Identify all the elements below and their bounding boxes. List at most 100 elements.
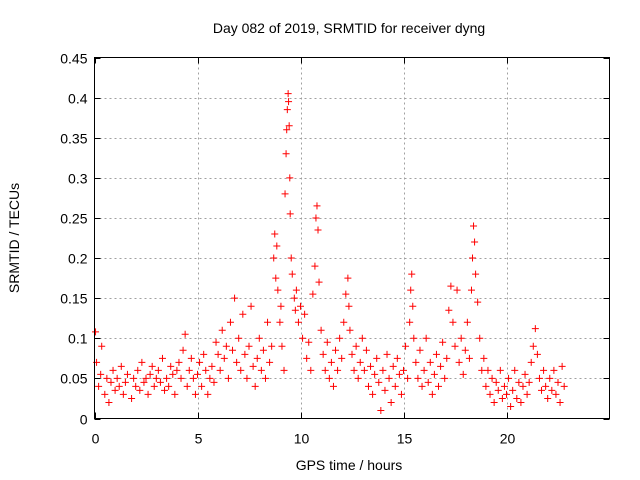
data-point	[185, 366, 193, 374]
data-point	[327, 358, 335, 366]
data-point	[231, 294, 239, 302]
data-point	[447, 282, 455, 290]
data-point	[276, 318, 284, 326]
data-point	[430, 370, 438, 378]
data-point	[416, 346, 424, 354]
data-point	[525, 378, 533, 386]
data-point	[517, 398, 525, 406]
data-point	[469, 254, 477, 262]
x-tick-label: 5	[195, 431, 203, 447]
data-point	[535, 374, 543, 382]
data-point	[210, 378, 218, 386]
data-point	[138, 358, 146, 366]
data-point	[313, 202, 321, 210]
data-point	[546, 374, 554, 382]
data-point	[451, 342, 459, 350]
data-point	[486, 390, 494, 398]
data-point	[364, 382, 372, 390]
data-point	[220, 354, 228, 362]
data-point	[284, 90, 292, 98]
data-point	[291, 306, 299, 314]
data-point	[509, 386, 517, 394]
data-point	[443, 354, 451, 362]
data-point	[476, 334, 484, 342]
data-point	[200, 350, 208, 358]
data-point	[414, 374, 422, 382]
data-point	[358, 334, 366, 342]
data-point	[204, 390, 212, 398]
y-tick-label: 0.35	[60, 131, 87, 147]
data-point	[259, 346, 267, 354]
data-point	[459, 370, 467, 378]
data-point	[432, 350, 440, 358]
data-point	[216, 366, 224, 374]
data-point	[338, 354, 346, 362]
data-point	[283, 126, 291, 134]
data-point	[500, 382, 508, 390]
data-point	[314, 226, 322, 234]
y-tick-label: 0.15	[60, 291, 87, 307]
data-point	[255, 334, 263, 342]
data-point	[387, 398, 395, 406]
data-point	[552, 390, 560, 398]
data-point	[381, 386, 389, 394]
data-point	[251, 382, 259, 390]
data-point	[245, 342, 253, 350]
data-point	[345, 302, 353, 310]
data-point	[373, 354, 381, 362]
data-point	[294, 318, 302, 326]
data-point	[538, 386, 546, 394]
data-point	[332, 346, 340, 354]
data-point	[472, 270, 480, 278]
data-point	[360, 366, 368, 374]
data-point	[480, 354, 488, 362]
data-point	[533, 350, 541, 358]
data-point	[277, 302, 285, 310]
data-point	[521, 370, 529, 378]
data-point	[325, 374, 333, 382]
data-point	[439, 338, 447, 346]
data-point	[389, 362, 397, 370]
data-point	[496, 366, 504, 374]
data-point	[467, 286, 475, 294]
data-point	[282, 150, 290, 158]
data-point	[109, 366, 117, 374]
data-point	[222, 342, 230, 350]
data-point	[393, 354, 401, 362]
data-point	[283, 106, 291, 114]
data-point	[202, 366, 210, 374]
data-point	[130, 374, 138, 382]
data-point	[312, 214, 320, 222]
data-point	[323, 338, 331, 346]
grid	[94, 57, 610, 419]
data-point	[261, 374, 269, 382]
data-point	[194, 370, 201, 378]
data-point	[395, 370, 403, 378]
data-point	[412, 358, 420, 366]
data-point	[281, 190, 289, 198]
data-point	[243, 374, 251, 382]
data-point	[511, 366, 519, 374]
data-point	[465, 354, 473, 362]
data-point	[336, 334, 344, 342]
data-point	[379, 366, 387, 374]
x-tick-label: 20	[500, 431, 516, 447]
data-point	[340, 318, 348, 326]
data-point	[350, 366, 358, 374]
data-point	[165, 382, 173, 390]
data-point	[183, 382, 191, 390]
data-point	[303, 354, 311, 362]
data-point	[377, 406, 385, 414]
y-tick-label: 0.4	[68, 91, 88, 107]
data-point	[556, 398, 564, 406]
data-point	[98, 342, 106, 350]
data-point	[274, 286, 282, 294]
plot-frame	[94, 57, 610, 419]
x-tick-label: 0	[92, 431, 100, 447]
data-point	[247, 302, 255, 310]
data-point	[167, 362, 175, 370]
data-point	[132, 382, 140, 390]
data-point	[428, 390, 436, 398]
data-point	[187, 354, 195, 362]
